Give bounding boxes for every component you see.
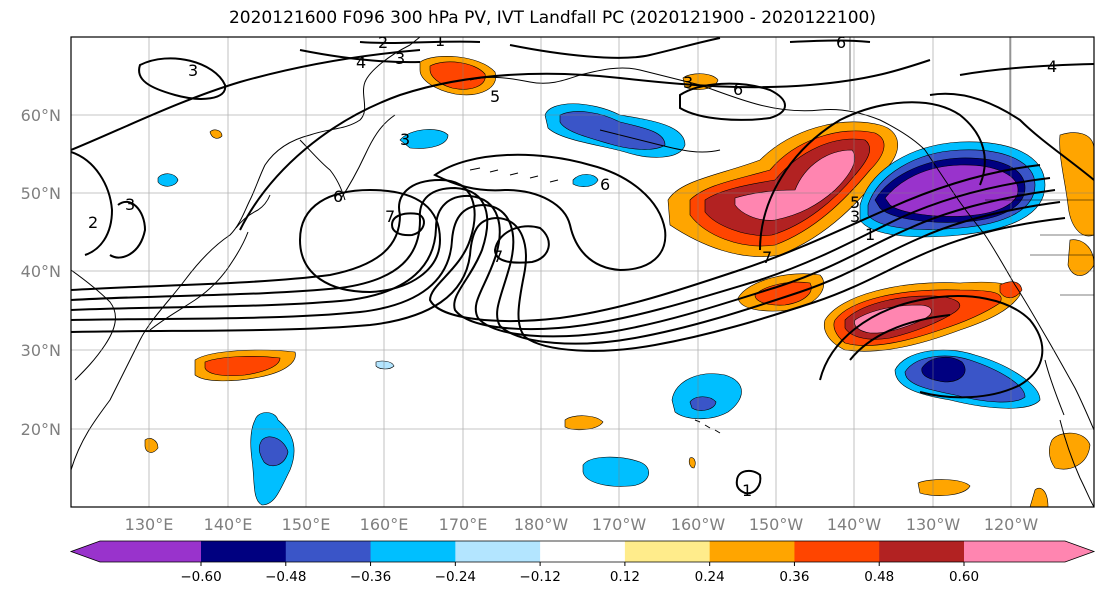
map-border bbox=[70, 36, 1095, 508]
colorbar-tick-label: 0.12 bbox=[610, 569, 640, 585]
contour-label: 4 bbox=[1047, 57, 1057, 76]
contour-label: 3 bbox=[395, 49, 405, 68]
colorbar-segment bbox=[370, 541, 456, 562]
lon-label: 150°E bbox=[282, 515, 331, 534]
lon-label: 140°W bbox=[827, 515, 882, 534]
lon-label: 120°W bbox=[984, 515, 1039, 534]
lon-label: 170°W bbox=[592, 515, 647, 534]
contour-label: 2 bbox=[88, 213, 98, 232]
contour-labels: 3 2 1 3 4 5 6 7 7 6 6 6 4 3 7 5 3 1 2 3 … bbox=[88, 31, 1057, 500]
contour-label: 7 bbox=[385, 207, 395, 226]
colorbar-tick-label: −0.36 bbox=[350, 569, 391, 585]
colorbar-segment bbox=[540, 541, 626, 562]
colorbar-segment bbox=[964, 541, 1094, 562]
lon-label: 160°W bbox=[671, 515, 726, 534]
colorbar-tick-label: −0.24 bbox=[435, 569, 476, 585]
colorbar-segment bbox=[879, 541, 965, 562]
colorbar-segment bbox=[201, 541, 287, 562]
colorbar-segment bbox=[71, 541, 201, 562]
contour-label: 5 bbox=[490, 87, 500, 106]
contour-label: 2 bbox=[378, 33, 388, 52]
map-title: 2020121600 F096 300 hPa PV, IVT Landfall… bbox=[228, 8, 876, 28]
pv-contour-closed-7-west bbox=[390, 212, 425, 237]
contour-label: 1 bbox=[435, 31, 445, 50]
colorbar-tick-label: 0.36 bbox=[779, 569, 809, 585]
colorbar-segment bbox=[624, 541, 711, 562]
colorbar-tick-label: 0.24 bbox=[695, 569, 725, 585]
contour-label: 7 bbox=[762, 248, 772, 267]
colorbar-tick-label: −0.60 bbox=[180, 569, 221, 585]
latitude-labels: 60°N 50°N 40°N 30°N 20°N bbox=[21, 106, 61, 439]
colorbar-segment bbox=[794, 541, 880, 562]
lon-label: 150°W bbox=[749, 515, 804, 534]
contour-label: 6 bbox=[333, 187, 343, 206]
contour-label: 3 bbox=[850, 207, 860, 226]
colorbar-segment bbox=[455, 541, 541, 562]
contour-label: 5 bbox=[850, 193, 860, 212]
lon-label: 160°E bbox=[360, 515, 409, 534]
lon-label: 170°E bbox=[439, 515, 488, 534]
contour-label: 6 bbox=[836, 33, 846, 52]
lat-label: 50°N bbox=[21, 184, 61, 203]
pv-contour-7-east bbox=[493, 225, 550, 264]
contour-label: 3 bbox=[400, 130, 410, 149]
lon-label: 130°W bbox=[906, 515, 961, 534]
colorbar-segment bbox=[285, 541, 372, 562]
contour-label: 1 bbox=[865, 225, 875, 244]
contour-label: 3 bbox=[683, 73, 693, 92]
lat-label: 60°N bbox=[21, 106, 61, 125]
contour-label: 6 bbox=[600, 175, 610, 194]
lat-label: 30°N bbox=[21, 341, 61, 360]
contour-label: 4 bbox=[356, 53, 366, 72]
pv-contours bbox=[71, 37, 1094, 495]
lon-label: 140°E bbox=[204, 515, 253, 534]
lon-label: 130°E bbox=[125, 515, 174, 534]
lat-label: 40°N bbox=[21, 262, 61, 281]
lon-label: 180°W bbox=[514, 515, 569, 534]
colorbar-tick-label: 0.60 bbox=[949, 569, 979, 585]
longitude-labels: 130°E 140°E 150°E 160°E 170°E 180°W 170°… bbox=[125, 515, 1039, 534]
contour-label: 7 bbox=[493, 247, 503, 266]
contour-label: 1 bbox=[742, 481, 752, 500]
colorbar-tick-label: −0.12 bbox=[519, 569, 560, 585]
colorbar-tick-label: 0.48 bbox=[864, 569, 894, 585]
contour-label: 3 bbox=[125, 195, 135, 214]
colorbar: −0.60 −0.48 −0.36 −0.24 −0.12 0.12 0.24 0.36 0.4… bbox=[69, 540, 1096, 585]
contour-label: 6 bbox=[733, 80, 743, 99]
colorbar-outline bbox=[69, 540, 1096, 563]
lat-label: 20°N bbox=[21, 420, 61, 439]
colorbar-segment bbox=[709, 541, 795, 562]
colorbar-tick-label: −0.48 bbox=[265, 569, 306, 585]
contour-label: 3 bbox=[188, 61, 198, 80]
